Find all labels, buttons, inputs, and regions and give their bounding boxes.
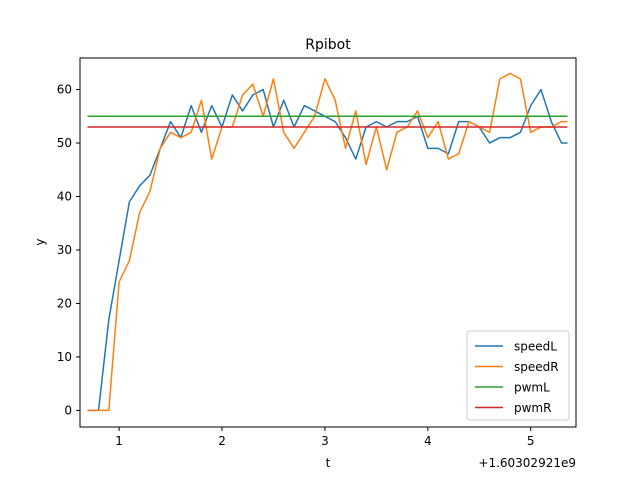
x-tick-label: 2 xyxy=(218,434,226,448)
legend-box xyxy=(466,330,570,421)
y-tick-label: 20 xyxy=(57,296,72,310)
legend-label-speedR: speedR xyxy=(514,360,559,374)
y-tick-label: 40 xyxy=(57,190,72,204)
y-tick-label: 0 xyxy=(64,403,72,417)
y-tick-label: 60 xyxy=(57,83,72,97)
legend: speedL speedR pwmL pwmR xyxy=(466,330,570,421)
y-tick-label: 10 xyxy=(57,350,72,364)
x-tick-label: 3 xyxy=(321,434,329,448)
series-layer xyxy=(87,72,568,412)
x-tick-label: 1 xyxy=(115,434,123,448)
x-axis-label: t xyxy=(326,456,331,470)
y-tick-label: 30 xyxy=(57,243,72,257)
y-axis-label: y xyxy=(33,238,47,245)
y-tick-label: 50 xyxy=(57,136,72,150)
legend-label-pwmL: pwmL xyxy=(514,381,550,395)
x-tick-label: 5 xyxy=(527,434,535,448)
series-line-speedR xyxy=(87,72,568,412)
series-line-speedL xyxy=(87,88,568,412)
legend-label-speedL: speedL xyxy=(514,340,557,354)
x-axis: 1 2 3 4 5 xyxy=(115,427,535,448)
y-axis: 0 10 20 30 40 50 60 xyxy=(57,83,80,417)
x-tick-label: 4 xyxy=(424,434,432,448)
plot-frame xyxy=(79,57,577,428)
chart-title: Rpibot xyxy=(305,37,351,53)
x-axis-offset-label: +1.60302921e9 xyxy=(478,456,576,470)
legend-label-pwmR: pwmR xyxy=(514,401,551,415)
